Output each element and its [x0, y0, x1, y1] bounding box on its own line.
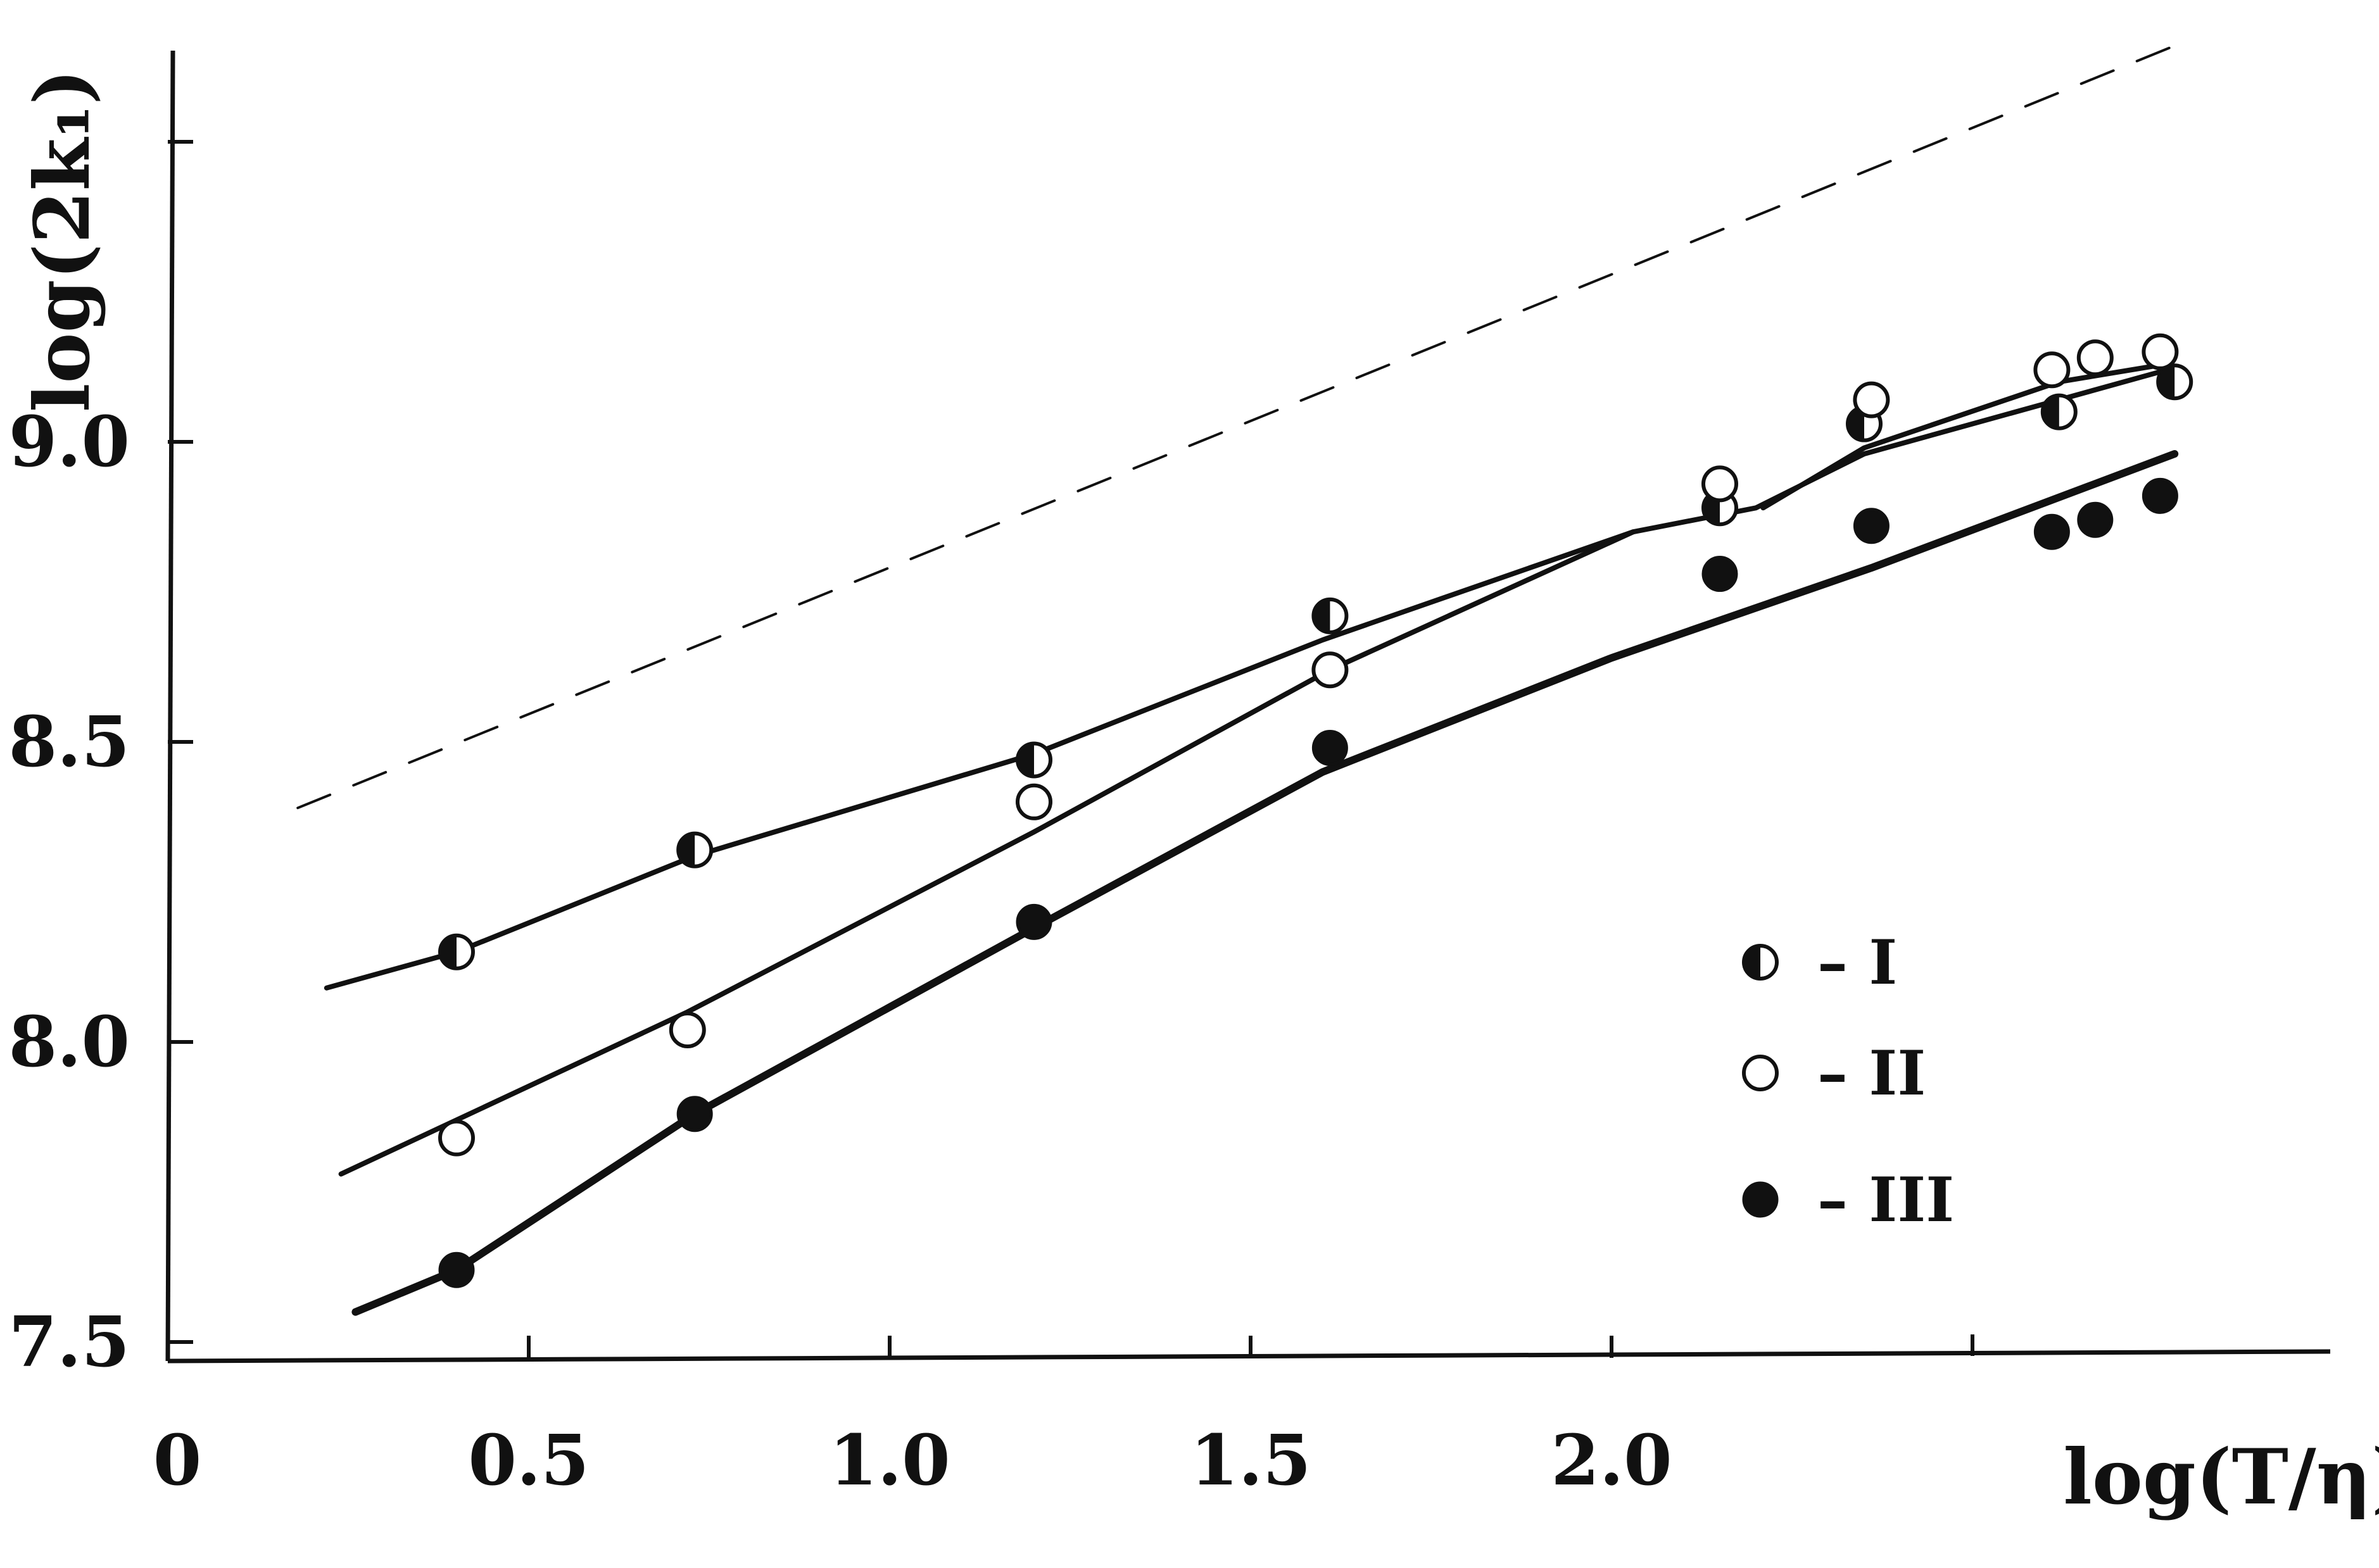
x-axis-title: log(T/η)	[2063, 1433, 2379, 1522]
data-point-ii	[669, 1012, 706, 1049]
y-axis-title: log(2k₁)	[18, 69, 107, 412]
data-point-i-half	[1313, 599, 1330, 632]
data-point-ii	[438, 1119, 475, 1157]
data-point-i	[1311, 597, 1349, 634]
axes	[165, 50, 2331, 1364]
legend-label-iii: – III	[1817, 1164, 1954, 1236]
data-point-ii	[1311, 651, 1349, 689]
data-point-iii	[1311, 729, 1348, 766]
data-point-iii	[2142, 477, 2178, 514]
legend-marker-i-half	[1744, 946, 1760, 979]
fit-line-i	[324, 529, 1636, 991]
data-point-iii	[676, 1096, 713, 1132]
data-point-i-half	[440, 935, 457, 969]
legend-marker-iii	[1742, 1181, 1779, 1218]
x-tick-label: 0.5	[468, 1419, 589, 1501]
data-point-ii	[2142, 333, 2179, 370]
axis-labels: 0.5 1.0 1.5 2.0 0 7.5 8.0 8.5 9.0 log(T/η) log(2k₁…	[9, 69, 2379, 1522]
data-point-i-half	[2158, 365, 2175, 399]
data-point-i-half	[678, 833, 695, 867]
x-origin-label: 0	[153, 1419, 202, 1501]
data-point-ii	[2033, 351, 2071, 389]
data-point-ii	[1701, 465, 1738, 503]
data-point-i	[2040, 393, 2078, 430]
data-point-i	[1016, 741, 1052, 779]
x-tick-label: 1.0	[829, 1419, 950, 1501]
y-tick-label: 7.5	[9, 1301, 130, 1383]
fit-lines	[296, 44, 2179, 1316]
data-point-i	[438, 933, 475, 970]
data-point-i-half	[1018, 743, 1034, 777]
y-tick-label: 9.0	[9, 401, 130, 482]
legend: – I – II – III	[1742, 927, 1954, 1236]
data-point-iii	[438, 1251, 475, 1288]
y-tick-label: 8.5	[9, 701, 130, 782]
fit-line-reference	[296, 44, 2176, 810]
y-tick-label: 8.0	[9, 1001, 130, 1082]
fit-line-iii	[351, 450, 2179, 1316]
x-tick-label: 1.5	[1190, 1419, 1311, 1501]
legend-label-ii: – II	[1817, 1038, 1926, 1109]
data-point-ii	[1853, 381, 1890, 418]
data-point-i-half	[1848, 407, 1864, 441]
fit-line-ii	[338, 367, 2170, 1177]
y-axis-line	[165, 50, 175, 1362]
data-point-iii	[1701, 556, 1738, 593]
data-point-iii	[2077, 501, 2114, 538]
legend-marker-ii	[1742, 1055, 1779, 1091]
data-point-iii	[1016, 903, 1052, 940]
data-point-ii	[2076, 339, 2114, 377]
legend-label-i: – I	[1817, 927, 1897, 998]
x-tick-label: 2.0	[1551, 1419, 1672, 1501]
legend-marker-i	[1742, 944, 1779, 981]
data-point-i-half	[2042, 395, 2059, 429]
data-point-ii	[1016, 783, 1052, 820]
data-point-i	[2156, 363, 2193, 401]
data-points	[438, 333, 2193, 1288]
data-point-i	[676, 831, 714, 869]
data-point-iii	[2033, 513, 2070, 550]
data-point-iii	[1853, 508, 1890, 544]
